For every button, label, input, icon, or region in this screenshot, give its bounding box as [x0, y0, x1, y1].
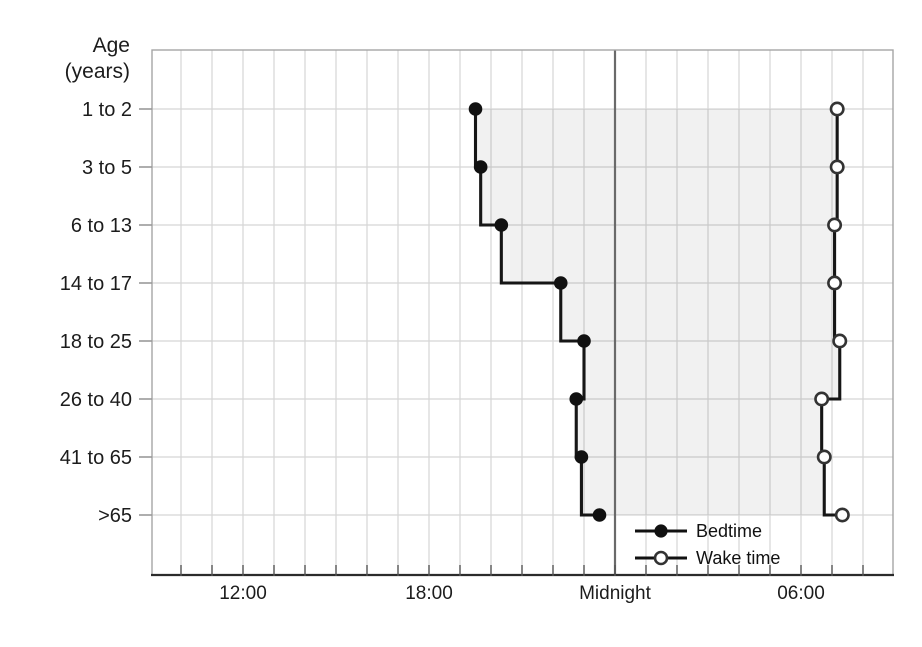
- wake-time-marker: [832, 333, 848, 349]
- wake-time-marker: [816, 449, 832, 465]
- x-tick-label: 12:00: [219, 583, 267, 604]
- sleep-period-shading: [475, 109, 840, 515]
- x-tick-label: 06:00: [777, 583, 825, 604]
- legend-item-bedtime: Bedtime: [634, 517, 780, 544]
- legend-item-wake-time: Wake time: [634, 544, 780, 571]
- category-label: 3 to 5: [81, 157, 132, 179]
- wake-time-marker: [827, 275, 843, 291]
- bedtime-marker: [473, 160, 488, 174]
- y-axis-title-line2: (years): [64, 60, 130, 83]
- category-label: 1 to 2: [81, 99, 132, 121]
- wake-time-marker: [814, 391, 830, 407]
- bedtime-marker: [574, 450, 589, 464]
- category-label: 14 to 17: [59, 273, 132, 295]
- x-tick-label: 18:00: [405, 583, 453, 604]
- wake-time-marker-icon: [635, 550, 687, 565]
- x-axis-ticks: [180, 565, 864, 576]
- wake-time-marker: [827, 217, 843, 233]
- category-label: >65: [98, 505, 132, 527]
- category-label: 41 to 65: [59, 447, 132, 469]
- x-tick-label: Midnight: [579, 583, 651, 604]
- legend-label-wake-time: Wake time: [696, 547, 781, 568]
- bedtime-marker-icon: [635, 523, 687, 538]
- category-label: 6 to 13: [70, 215, 132, 237]
- y-axis-ticks: [139, 108, 152, 516]
- y-axis-title-line1: Age: [92, 34, 130, 57]
- wake-time-marker: [834, 507, 850, 523]
- wake-time-marker: [829, 101, 845, 117]
- category-label: 18 to 25: [59, 331, 132, 353]
- legend: Bedtime Wake time: [634, 517, 780, 571]
- legend-label-bedtime: Bedtime: [696, 520, 763, 541]
- bedtime-marker: [569, 392, 584, 406]
- bedtime-marker: [553, 276, 568, 290]
- bedtime-marker: [577, 334, 591, 348]
- category-label: 26 to 40: [59, 389, 132, 411]
- bedtime-marker: [494, 218, 509, 232]
- bedtime-marker: [592, 508, 607, 522]
- wake-time-marker: [829, 159, 845, 175]
- y-axis-title: Age (years): [28, 33, 130, 85]
- bedtime-marker: [468, 102, 483, 116]
